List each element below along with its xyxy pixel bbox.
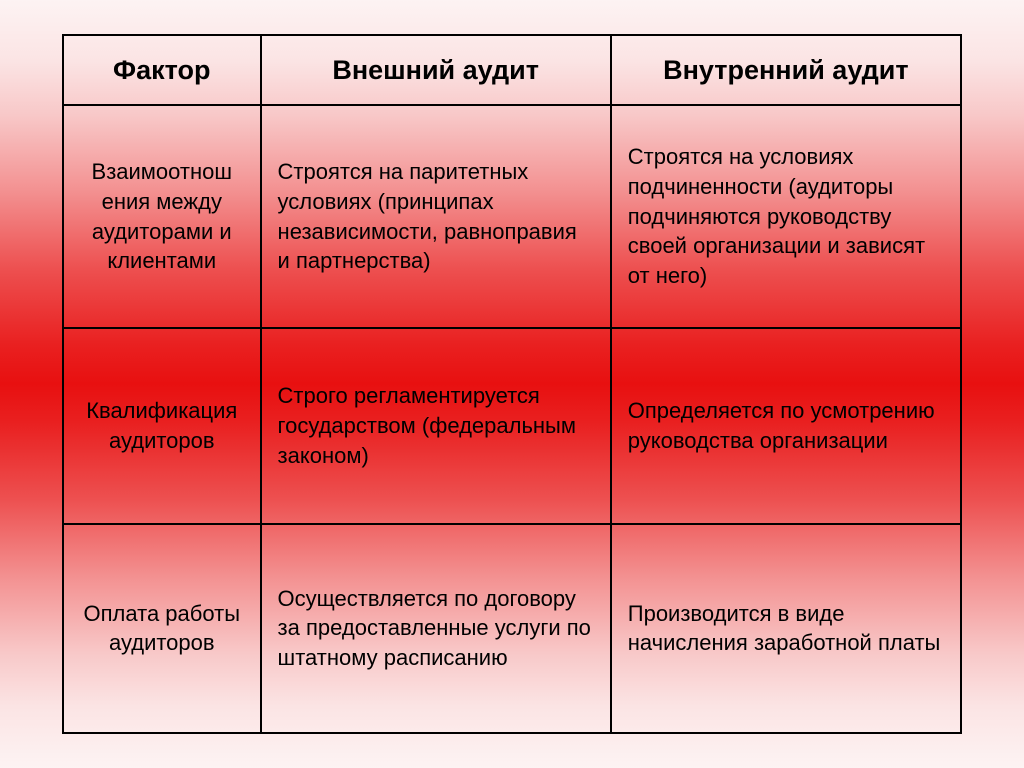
- cell-internal: Строятся на условиях подчиненности (ауди…: [611, 105, 961, 328]
- cell-factor: Взаимоотнош ения между аудиторами и клие…: [63, 105, 261, 328]
- header-external-audit: Внешний аудит: [261, 35, 611, 105]
- cell-external: Строятся на паритетных условиях (принцип…: [261, 105, 611, 328]
- table-row: Оплата работы аудиторов Осуществляется п…: [63, 524, 961, 733]
- table-header-row: Фактор Внешний аудит Внутренний аудит: [63, 35, 961, 105]
- table-row: Квалификация аудиторов Строго регламенти…: [63, 328, 961, 523]
- table: Фактор Внешний аудит Внутренний аудит Вз…: [62, 34, 962, 734]
- cell-internal: Определяется по усмотрению руководства о…: [611, 328, 961, 523]
- cell-internal: Производится в виде начисления заработно…: [611, 524, 961, 733]
- cell-external: Строго регламентируется государством (фе…: [261, 328, 611, 523]
- table-row: Взаимоотнош ения между аудиторами и клие…: [63, 105, 961, 328]
- header-internal-audit: Внутренний аудит: [611, 35, 961, 105]
- cell-external: Осуществляется по договору за предоставл…: [261, 524, 611, 733]
- cell-factor: Оплата работы аудиторов: [63, 524, 261, 733]
- header-factor: Фактор: [63, 35, 261, 105]
- cell-factor: Квалификация аудиторов: [63, 328, 261, 523]
- audit-comparison-table: Фактор Внешний аудит Внутренний аудит Вз…: [62, 34, 962, 734]
